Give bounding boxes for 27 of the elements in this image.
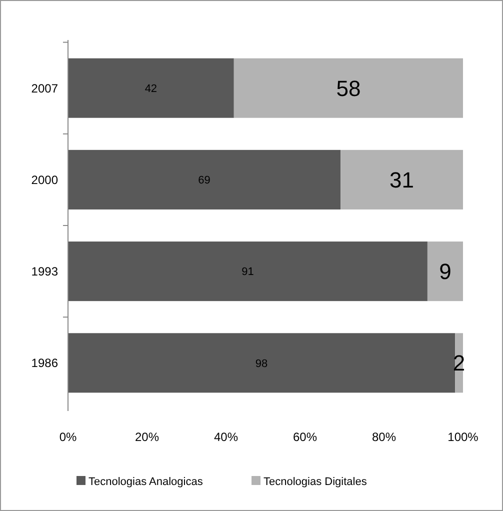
data-label: 91 (242, 266, 254, 278)
y-tick-label: 1986 (31, 356, 58, 370)
data-label: 98 (255, 358, 268, 370)
data-label: 9 (439, 259, 452, 284)
bar (68, 242, 428, 302)
data-label: 58 (336, 76, 361, 101)
y-tick-label: 2000 (31, 172, 58, 187)
x-tick-label: 0% (59, 430, 77, 444)
bar (427, 242, 463, 302)
x-tick-label: 40% (214, 430, 238, 444)
legend-label: Tecnologias Analogicas (88, 476, 204, 488)
bar (68, 333, 456, 393)
x-tick-label: 80% (372, 430, 396, 444)
y-tick-label: 1993 (31, 264, 58, 278)
y-tick-label: 2007 (31, 81, 58, 96)
bar (68, 58, 234, 118)
data-label: 2 (452, 350, 466, 376)
bar (234, 58, 463, 118)
data-label: 31 (390, 167, 414, 192)
x-tick-label: 20% (134, 430, 160, 444)
legend-label: Tecnologias Digitales (264, 476, 368, 488)
x-tick-label: 60% (292, 430, 318, 444)
x-tick-label: 100% (448, 430, 479, 444)
data-label: 69 (198, 174, 210, 187)
bar (68, 150, 341, 210)
data-label: 42 (144, 82, 158, 95)
bar (340, 150, 463, 210)
